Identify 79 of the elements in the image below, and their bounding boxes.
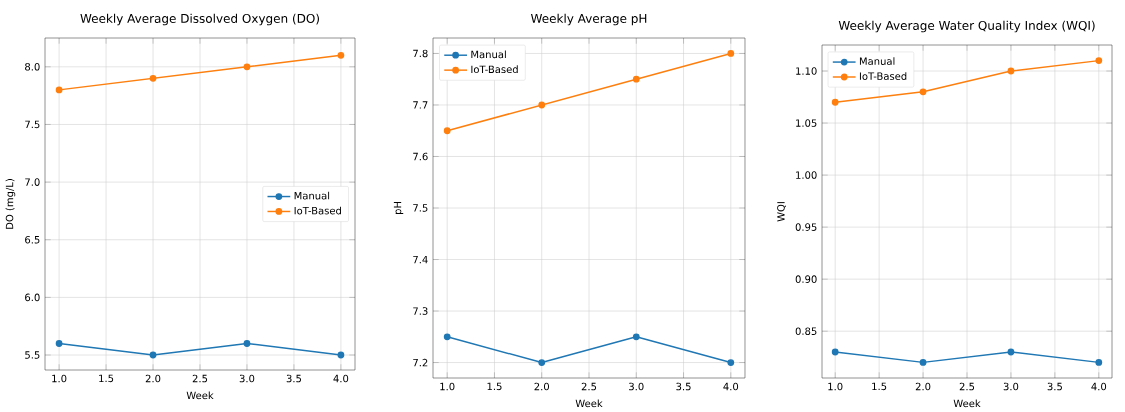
y-tick-label: 1.00 bbox=[796, 171, 817, 179]
point bbox=[149, 351, 157, 359]
y-tick-label: 7.3 bbox=[413, 307, 428, 315]
y-tick-label: 0.95 bbox=[795, 223, 817, 231]
chart-title: Weekly Average pH bbox=[530, 13, 647, 26]
x-axis-title: Week bbox=[953, 399, 981, 408]
y-tick-label: 7.5 bbox=[25, 120, 40, 129]
y-tick-label: 5.5 bbox=[25, 351, 40, 359]
x-axis-title: Week bbox=[186, 391, 214, 400]
y-tick-label: 8.0 bbox=[25, 63, 40, 71]
point bbox=[243, 63, 251, 71]
y-tick-label: 7.2 bbox=[413, 358, 428, 367]
y-tick-label: 1.05 bbox=[796, 119, 817, 127]
point bbox=[149, 74, 157, 82]
chart-title: Weekly Average Dissolved Oxygen (DO) bbox=[80, 13, 319, 26]
y-axis-title: WQI bbox=[777, 202, 786, 222]
legend-label: Manual bbox=[859, 57, 895, 66]
x-tick-label: 3.5 bbox=[286, 374, 302, 383]
legend-label: Manual bbox=[471, 50, 506, 59]
x-tick-label: 3.0 bbox=[629, 382, 644, 391]
point bbox=[919, 358, 927, 366]
legend-label: Manual bbox=[294, 191, 330, 200]
x-tick-label: 1.0 bbox=[440, 382, 455, 391]
x-tick-label: 4.0 bbox=[723, 382, 739, 391]
x-tick-label: 1.0 bbox=[828, 382, 843, 391]
x-tick-label: 3.0 bbox=[239, 374, 255, 383]
point bbox=[1007, 348, 1015, 356]
x-axis-title: Week bbox=[575, 399, 603, 408]
x-tick-label: 1.5 bbox=[487, 382, 502, 391]
legend-label: IoT-Based bbox=[471, 65, 518, 74]
y-axis-title: DO (mg/L) bbox=[5, 179, 16, 229]
y-tick-label: 7.8 bbox=[413, 49, 428, 58]
y-tick-label: 1.10 bbox=[796, 67, 817, 75]
point bbox=[831, 98, 839, 106]
point bbox=[538, 101, 546, 109]
x-tick-label: 3.0 bbox=[1003, 382, 1019, 391]
y-tick-label: 6.0 bbox=[25, 293, 40, 302]
x-tick-label: 1.5 bbox=[99, 374, 114, 383]
legend-label: IoT-Based bbox=[859, 72, 907, 80]
x-tick-label: 2.0 bbox=[915, 382, 931, 391]
x-tick-label: 4.0 bbox=[333, 374, 349, 383]
x-tick-label: 4.0 bbox=[1091, 382, 1107, 391]
y-tick-label: 6.5 bbox=[25, 235, 40, 244]
legend-label: IoT-Based bbox=[294, 206, 341, 215]
x-tick-label: 2.5 bbox=[959, 382, 975, 391]
y-tick-label: 7.4 bbox=[413, 255, 428, 264]
point bbox=[538, 359, 546, 366]
point bbox=[443, 127, 451, 135]
y-axis-title: pH bbox=[393, 202, 404, 215]
point bbox=[727, 50, 735, 57]
x-tick-label: 3.5 bbox=[1047, 382, 1062, 391]
point bbox=[1095, 358, 1103, 366]
y-tick-label: 0.90 bbox=[795, 275, 817, 283]
x-tick-label: 2.0 bbox=[534, 382, 550, 391]
point bbox=[1095, 57, 1103, 65]
point bbox=[632, 333, 640, 341]
y-tick-label: 0.85 bbox=[795, 327, 817, 335]
point bbox=[727, 359, 735, 366]
x-tick-label: 2.5 bbox=[581, 382, 597, 391]
x-tick-label: 3.5 bbox=[676, 382, 691, 391]
x-tick-label: 1.5 bbox=[872, 382, 887, 391]
chart-title: Weekly Average Water Quality Index (WQI) bbox=[838, 20, 1095, 33]
x-tick-label: 1.0 bbox=[52, 374, 67, 383]
point bbox=[632, 75, 640, 83]
y-tick-label: 7.7 bbox=[413, 101, 428, 109]
point bbox=[337, 51, 345, 59]
x-tick-label: 2.0 bbox=[145, 374, 161, 383]
point bbox=[243, 340, 251, 347]
point bbox=[337, 351, 345, 359]
x-tick-label: 2.5 bbox=[192, 374, 208, 383]
point bbox=[55, 340, 63, 347]
point bbox=[443, 333, 451, 341]
y-tick-label: 7.6 bbox=[413, 152, 428, 161]
point bbox=[831, 348, 839, 356]
point bbox=[919, 88, 927, 96]
point bbox=[1007, 67, 1015, 75]
y-tick-label: 7.0 bbox=[25, 178, 40, 186]
y-tick-label: 7.5 bbox=[413, 204, 428, 212]
point bbox=[55, 86, 63, 94]
